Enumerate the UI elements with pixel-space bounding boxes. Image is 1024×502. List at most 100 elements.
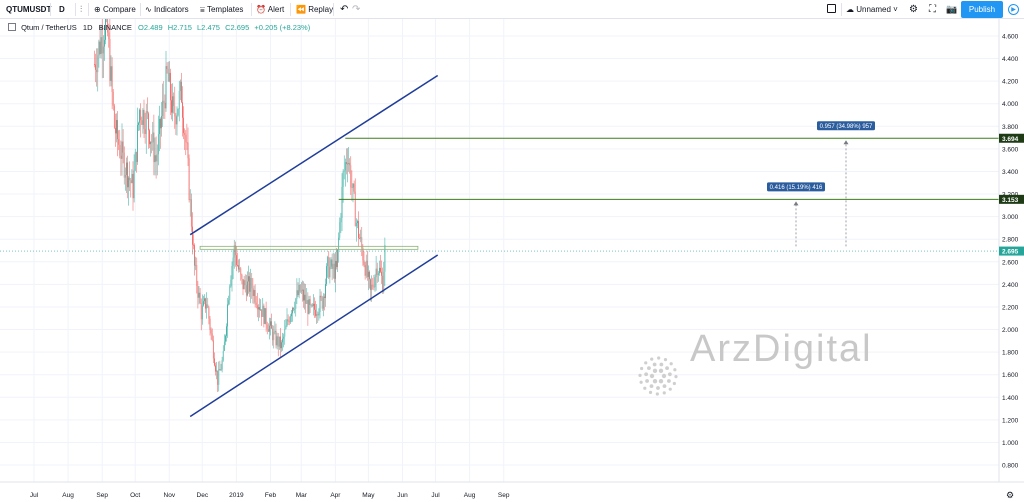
candle-body xyxy=(317,313,319,316)
toolbar-divider xyxy=(50,3,51,16)
candle-body xyxy=(139,109,140,123)
candle-body xyxy=(164,102,166,109)
price-chart[interactable]: ArzDigital 0.957 (34.98%) 957 0.416 (15.1… xyxy=(0,19,1024,502)
candle-body xyxy=(131,173,133,184)
candle-body xyxy=(350,165,352,188)
time-tick-label: Jun xyxy=(397,492,408,499)
time-tick-label: Jul xyxy=(431,492,440,499)
legend-low: L2.475 xyxy=(197,23,220,32)
candle-body xyxy=(344,162,346,171)
toolbar-divider xyxy=(290,3,291,16)
gear-icon[interactable]: ⚙ xyxy=(909,4,918,15)
candle-body xyxy=(192,226,193,245)
candle-body xyxy=(287,319,289,321)
candle-body xyxy=(199,292,201,303)
candle-body xyxy=(376,268,378,276)
compare-button[interactable]: ⊕ Compare xyxy=(94,0,136,19)
layout-name-label: Unnamed xyxy=(856,5,891,14)
measure-callout-bg xyxy=(817,121,875,131)
candle-body xyxy=(107,19,109,33)
time-tick-label: Sep xyxy=(498,492,510,499)
gear-icon[interactable]: ⚙ xyxy=(1006,490,1014,500)
candle-body xyxy=(204,298,205,302)
drawings-layer[interactable]: 0.957 (34.98%) 957 0.416 (15.19%) 416 xyxy=(0,74,999,418)
candle-body xyxy=(141,120,143,125)
candle-body xyxy=(184,133,186,135)
price-tick-label: 3.600 xyxy=(1002,146,1019,153)
candle-body xyxy=(381,271,382,276)
camera-icon[interactable]: 📷 xyxy=(946,4,958,14)
candle-body xyxy=(94,64,95,65)
price-tick-label: 1.200 xyxy=(1002,417,1019,424)
candle-body xyxy=(173,96,175,107)
expand-icon[interactable]: ⛶ xyxy=(929,4,936,15)
candle-body xyxy=(228,300,230,305)
target-level-label-bg xyxy=(999,133,1024,143)
candle-body xyxy=(245,285,247,296)
candle-body xyxy=(358,221,359,239)
symbol-search-button[interactable]: QTUMUSDT xyxy=(6,5,52,14)
interval-button[interactable]: D xyxy=(59,5,65,14)
legend-pair[interactable]: Qtum / TetherUS xyxy=(21,23,77,32)
candle-body xyxy=(265,308,267,325)
candle-body xyxy=(185,134,187,143)
candle-body xyxy=(263,305,265,324)
time-axis[interactable]: Jul Aug Sep Oct Nov Dec 2019 Feb Mar Apr May Jun Jul… xyxy=(0,481,1024,499)
candle-body xyxy=(182,102,183,118)
legend-exchange: BINANCE xyxy=(98,23,132,32)
chart-legend: Qtum / TetherUS 1D BINANCE O2.489 H2.715… xyxy=(8,23,310,32)
candle-body xyxy=(276,336,278,346)
price-tick-label: 1.800 xyxy=(1002,350,1019,357)
candle-body xyxy=(353,183,355,192)
candle-body xyxy=(100,37,102,55)
alert-button[interactable]: ⏰ Alert xyxy=(256,0,284,19)
publish-button[interactable]: Publish xyxy=(961,1,1003,18)
candle-body xyxy=(146,110,148,114)
candle-body xyxy=(157,134,159,155)
candle-body xyxy=(195,264,197,266)
candle-body xyxy=(207,304,209,308)
layout-menu-button[interactable]: ☁ Unnamed ˅ xyxy=(846,0,898,19)
candle-body xyxy=(274,330,276,332)
watermark-logo-dot xyxy=(655,392,659,396)
candle-body xyxy=(343,170,345,172)
replay-icon: ⏪ xyxy=(296,5,309,14)
watermark-logo-dot xyxy=(662,384,667,388)
replay-button[interactable]: ⏪ Replay xyxy=(296,0,333,19)
candle-body xyxy=(359,238,360,239)
candle-body xyxy=(326,266,327,285)
legend-high: H2.715 xyxy=(167,23,192,32)
candle-body xyxy=(234,245,236,256)
candle-body xyxy=(201,305,203,320)
candle-body xyxy=(187,142,189,159)
candle-body xyxy=(171,100,172,113)
candle-body xyxy=(352,183,354,188)
candle-body xyxy=(239,268,241,270)
candle-body xyxy=(351,187,353,189)
watermark-logo-dot xyxy=(648,390,653,394)
candle-body xyxy=(273,331,275,341)
redo-icon[interactable]: ↷ xyxy=(352,4,361,15)
candle-body xyxy=(307,300,309,314)
candle-body xyxy=(96,69,98,73)
candle-body xyxy=(208,307,210,319)
collapse-square-icon[interactable] xyxy=(8,23,16,31)
fullscreen-square-icon[interactable] xyxy=(827,4,836,13)
candle-body xyxy=(336,260,337,267)
watermark-logo-dot xyxy=(640,366,644,371)
candle-body xyxy=(229,286,231,301)
templates-button[interactable]: ⩸ Templates xyxy=(200,0,243,19)
watermark-logo-dot xyxy=(667,379,671,383)
cloud-icon: ☁ xyxy=(846,5,857,14)
play-icon[interactable]: ▶ xyxy=(1008,4,1019,15)
indicators-button[interactable]: ∿ Indicators xyxy=(145,0,189,19)
candles-icon[interactable]: ⫶ xyxy=(80,4,83,14)
candle-body xyxy=(248,276,249,282)
candle-body xyxy=(262,305,264,317)
undo-icon[interactable]: ↶ xyxy=(340,4,349,15)
candle-body xyxy=(380,267,381,272)
candle-body xyxy=(316,313,318,316)
price-tick-label: 2.800 xyxy=(1002,237,1019,244)
candle-body xyxy=(118,139,120,145)
price-tick-label: 4.400 xyxy=(1002,56,1019,63)
